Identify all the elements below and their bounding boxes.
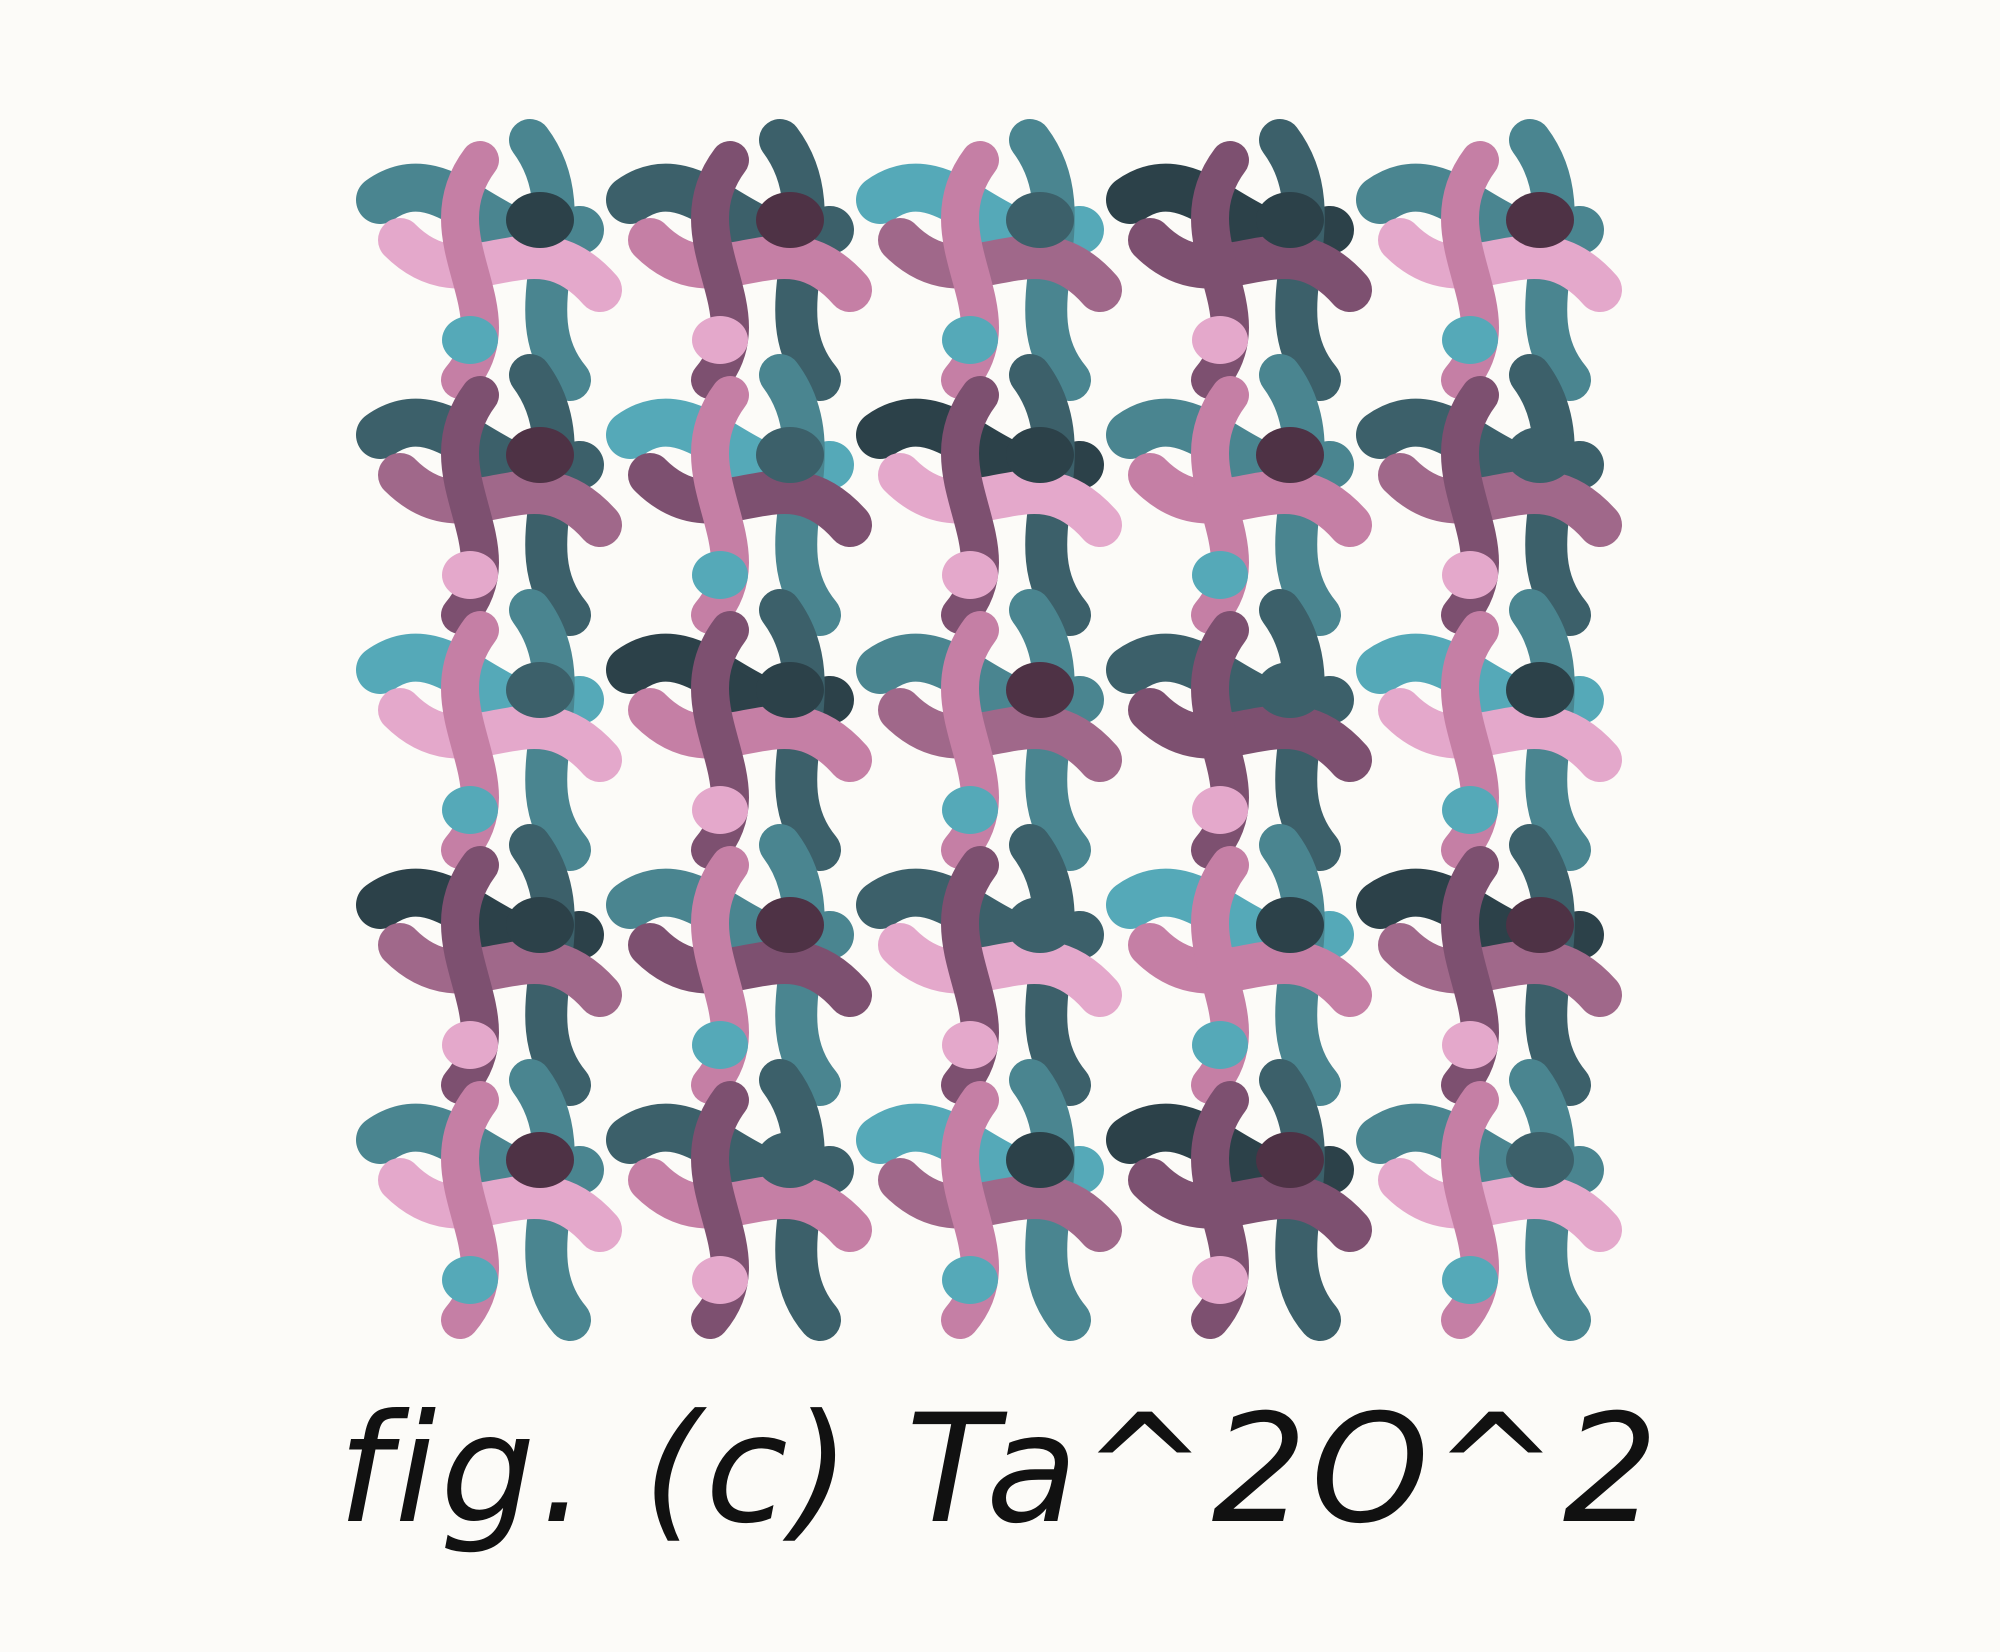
- lattice-junction: [756, 662, 824, 718]
- lattice-junction: [442, 551, 498, 599]
- lattice-strut: [878, 218, 1122, 312]
- lattice-strut: [1378, 453, 1622, 547]
- figure-caption: fig. (c) Ta^2O^2: [337, 1383, 1663, 1557]
- lattice-junction: [692, 786, 748, 834]
- lattice-strut: [878, 1158, 1122, 1252]
- lattice-junction: [942, 316, 998, 364]
- lattice-junction: [1256, 192, 1324, 248]
- lattice-junction: [1506, 427, 1574, 483]
- lattice-strut: [378, 688, 622, 782]
- lattice-junction: [692, 316, 748, 364]
- lattice-junction: [756, 897, 824, 953]
- lattice-strut: [878, 688, 1122, 782]
- lattice-junction: [1256, 427, 1324, 483]
- lattice-junction: [1506, 897, 1574, 953]
- lattice-junction: [692, 551, 748, 599]
- lattice-strut: [1378, 923, 1622, 1017]
- lattice-junction: [442, 786, 498, 834]
- lattice-junction: [756, 192, 824, 248]
- lattice-strut: [628, 923, 872, 1017]
- lattice-junction: [1506, 662, 1574, 718]
- lattice-junction: [692, 1256, 748, 1304]
- lattice-junction: [1442, 316, 1498, 364]
- lattice-junction: [1506, 1132, 1574, 1188]
- lattice-junction: [1442, 1256, 1498, 1304]
- lattice-strut: [1128, 923, 1372, 1017]
- lattice-strut: [628, 218, 872, 312]
- lattice-junction: [1192, 1256, 1248, 1304]
- lattice-junction: [506, 192, 574, 248]
- lattice-junction: [506, 897, 574, 953]
- lattice-junction: [1442, 786, 1498, 834]
- lattice-junction: [1192, 786, 1248, 834]
- lattice-junction: [1006, 897, 1074, 953]
- lattice-junction: [442, 1021, 498, 1069]
- lattice-junction: [942, 1021, 998, 1069]
- lattice-junction: [756, 427, 824, 483]
- lattice-junction: [1006, 427, 1074, 483]
- lattice-junction: [506, 427, 574, 483]
- lattice-junction: [442, 316, 498, 364]
- lattice-junction: [506, 662, 574, 718]
- lattice-junction: [1442, 551, 1498, 599]
- lattice-junction: [942, 551, 998, 599]
- lattice-junction: [1192, 1021, 1248, 1069]
- lattice-strut: [1378, 1158, 1622, 1252]
- lattice-strut: [628, 453, 872, 547]
- lattice-junction: [756, 1132, 824, 1188]
- lattice-junction: [442, 1256, 498, 1304]
- lattice-junction: [1256, 1132, 1324, 1188]
- lattice-junction: [506, 1132, 574, 1188]
- lattice-strut: [378, 218, 622, 312]
- lattice-strut: [878, 453, 1122, 547]
- lattice-strut: [628, 1158, 872, 1252]
- lattice-junction: [1442, 1021, 1498, 1069]
- lattice-strut: [378, 923, 622, 1017]
- lattice-strut: [628, 688, 872, 782]
- lattice-structure: [356, 119, 1622, 1341]
- lattice-junction: [942, 1256, 998, 1304]
- lattice-strut: [878, 923, 1122, 1017]
- lattice-strut: [1128, 1158, 1372, 1252]
- lattice-strut: [1128, 453, 1372, 547]
- lattice-strut: [378, 453, 622, 547]
- lattice-strut: [1378, 218, 1622, 312]
- lattice-junction: [1256, 897, 1324, 953]
- lattice-junction: [942, 786, 998, 834]
- lattice-junction: [1006, 1132, 1074, 1188]
- lattice-junction: [1006, 192, 1074, 248]
- lattice-junction: [1006, 662, 1074, 718]
- lattice-strut: [1128, 688, 1372, 782]
- lattice-strut: [1378, 688, 1622, 782]
- lattice-junction: [1256, 662, 1324, 718]
- lattice-junction: [1192, 551, 1248, 599]
- lattice-junction: [692, 1021, 748, 1069]
- lattice-strut: [378, 1158, 622, 1252]
- lattice-strut: [1128, 218, 1372, 312]
- lattice-junction: [1506, 192, 1574, 248]
- lattice-junction: [1192, 316, 1248, 364]
